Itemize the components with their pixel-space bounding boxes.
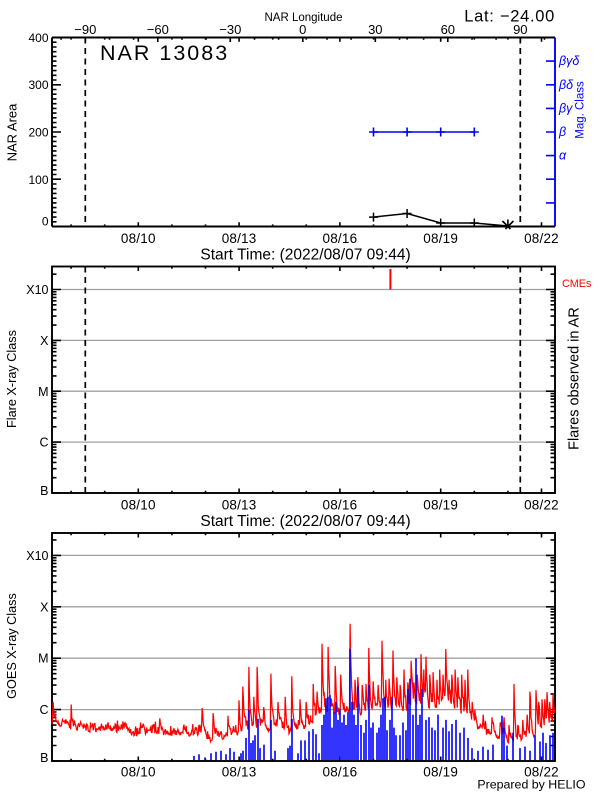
- svg-text:βδ: βδ: [558, 78, 574, 92]
- svg-text:X: X: [40, 334, 49, 348]
- svg-text:Mag. Class: Mag. Class: [575, 81, 587, 139]
- svg-text:NAR 13083: NAR 13083: [100, 41, 229, 65]
- svg-text:08/13: 08/13: [222, 764, 257, 779]
- svg-text:08/16: 08/16: [323, 498, 358, 513]
- svg-text:Flare X-ray Class: Flare X-ray Class: [5, 330, 19, 428]
- svg-text:−90: −90: [74, 22, 96, 37]
- svg-text:X10: X10: [26, 283, 48, 297]
- svg-text:Flares observed in AR: Flares observed in AR: [567, 307, 583, 450]
- svg-text:X10: X10: [26, 549, 48, 563]
- svg-text:NAR Longitude: NAR Longitude: [265, 12, 343, 24]
- svg-text:B: B: [40, 484, 48, 498]
- svg-text:08/19: 08/19: [423, 498, 458, 513]
- svg-text:B: B: [40, 751, 48, 765]
- svg-text:200: 200: [28, 126, 48, 140]
- svg-text:Start Time: (2022/08/07 09:44): Start Time: (2022/08/07 09:44): [200, 246, 410, 263]
- svg-text:M: M: [38, 652, 48, 666]
- svg-text:X: X: [40, 600, 49, 614]
- svg-text:08/13: 08/13: [222, 498, 257, 513]
- svg-text:08/13: 08/13: [222, 231, 257, 246]
- svg-text:08/19: 08/19: [423, 231, 458, 246]
- svg-text:NAR Area: NAR Area: [5, 103, 20, 162]
- svg-text:08/10: 08/10: [121, 764, 156, 779]
- svg-text:α: α: [559, 149, 567, 163]
- svg-text:Prepared by HELIO: Prepared by HELIO: [477, 778, 585, 792]
- svg-text:90: 90: [513, 22, 527, 37]
- svg-text:08/16: 08/16: [323, 231, 358, 246]
- svg-text:βγδ: βγδ: [558, 54, 580, 68]
- svg-text:Start Time: (2022/08/07 09:44): Start Time: (2022/08/07 09:44): [200, 513, 410, 530]
- svg-text:100: 100: [28, 173, 48, 187]
- svg-text:0: 0: [42, 215, 49, 229]
- svg-text:08/16: 08/16: [323, 764, 358, 779]
- svg-text:08/22: 08/22: [524, 498, 559, 513]
- svg-text:M: M: [38, 385, 48, 399]
- svg-text:Lat: −24.00: Lat: −24.00: [464, 7, 555, 25]
- svg-text:400: 400: [28, 31, 48, 45]
- svg-text:−60: −60: [147, 22, 169, 37]
- svg-text:−30: −30: [219, 22, 241, 37]
- svg-text:β: β: [558, 125, 566, 139]
- svg-text:C: C: [39, 436, 48, 450]
- svg-text:30: 30: [368, 22, 382, 37]
- svg-text:60: 60: [441, 22, 455, 37]
- svg-text:0: 0: [299, 22, 306, 37]
- svg-text:βγ: βγ: [558, 101, 573, 115]
- svg-text:CMEs: CMEs: [562, 278, 592, 290]
- svg-text:300: 300: [28, 78, 48, 92]
- svg-text:08/10: 08/10: [121, 231, 156, 246]
- svg-text:08/22: 08/22: [524, 764, 559, 779]
- svg-text:GOES X-ray Class: GOES X-ray Class: [5, 593, 19, 699]
- svg-text:08/10: 08/10: [121, 498, 156, 513]
- svg-text:08/22: 08/22: [524, 231, 559, 246]
- svg-text:C: C: [39, 703, 48, 717]
- svg-text:08/19: 08/19: [423, 764, 458, 779]
